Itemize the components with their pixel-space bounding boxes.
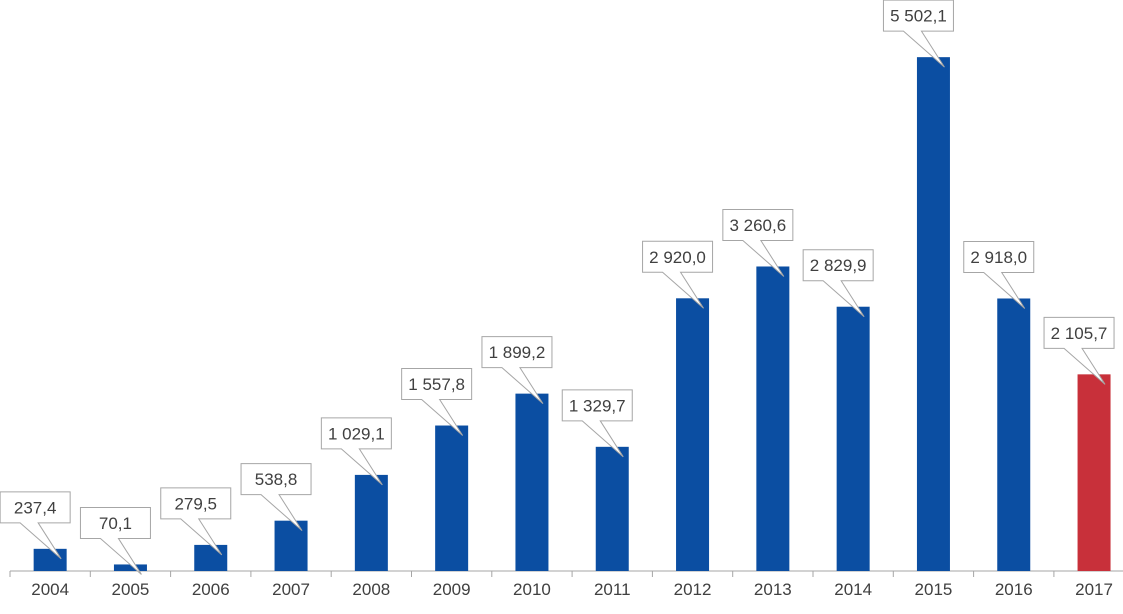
x-axis: [9, 570, 1123, 577]
x-tick-label: 2012: [674, 580, 712, 599]
bar-2009: [435, 425, 469, 571]
x-tick-label: 2017: [1075, 580, 1113, 599]
data-label-callout: [0, 491, 71, 560]
bar-2017: [1077, 374, 1111, 571]
bar-2014: [836, 306, 870, 571]
x-tick-label: 2005: [112, 580, 150, 599]
data-label: 1 899,2: [489, 343, 546, 362]
x-tick-label: 2013: [754, 580, 792, 599]
data-label-callout: [481, 336, 553, 405]
data-label: 70,1: [99, 514, 132, 533]
bar-2005: [113, 564, 147, 571]
data-label-callout: [963, 240, 1035, 309]
data-labels: 237,4 70,1 279,5 538,8 1 029,1 1 557,8 1 899,2…: [0, 0, 1115, 575]
x-tick-label: 2004: [31, 580, 69, 599]
data-label: 1 329,7: [569, 396, 626, 415]
data-label: 1 557,8: [408, 375, 465, 394]
bar-2016: [997, 298, 1031, 571]
bar-2006: [194, 544, 228, 571]
data-label: 279,5: [174, 494, 217, 513]
x-tick-label: 2009: [433, 580, 471, 599]
data-label: 237,4: [14, 498, 57, 517]
data-label-callout: [882, 0, 954, 68]
x-tick-label: 2014: [834, 580, 872, 599]
data-label-callout: [642, 240, 714, 309]
x-tick-label: 2006: [192, 580, 230, 599]
bar-2004: [33, 548, 67, 571]
data-label: 1 029,1: [328, 424, 385, 443]
data-label-callout: [802, 249, 874, 318]
x-tick-label: 2007: [272, 580, 310, 599]
bar-2012: [676, 298, 710, 571]
data-label: 2 829,9: [810, 256, 867, 275]
data-label-callout: [722, 208, 794, 277]
data-label-callout: [401, 368, 473, 436]
data-label: 2 920,0: [649, 248, 706, 267]
bar-2011: [595, 446, 629, 571]
bar-2013: [756, 266, 790, 571]
data-label-callout: [240, 463, 312, 532]
bar-2010: [515, 393, 549, 571]
data-label: 538,8: [255, 470, 298, 489]
data-label: 5 502,1: [890, 7, 947, 26]
data-label: 3 260,6: [729, 216, 786, 235]
data-label: 2 105,7: [1051, 324, 1108, 343]
bars: [33, 57, 1111, 572]
bar-2008: [354, 474, 388, 571]
data-label: 2 918,0: [970, 248, 1027, 267]
bar-2015: [916, 57, 950, 572]
x-tick-labels: 2004 2005 2006 2007 2008 2009 2010 2011 2012 2013…: [31, 580, 1113, 599]
x-tick-label: 2010: [513, 580, 551, 599]
bar-2007: [274, 520, 308, 571]
x-tick-label: 2008: [352, 580, 390, 599]
x-tick-label: 2015: [915, 580, 953, 599]
data-label-callout: [320, 417, 392, 486]
data-label-callout: [160, 487, 232, 556]
data-label-callout: [79, 506, 151, 575]
data-label-callout: [1043, 316, 1115, 385]
x-tick-label: 2016: [995, 580, 1033, 599]
data-label-callout: [561, 389, 633, 458]
x-tick-label: 2011: [594, 580, 631, 599]
